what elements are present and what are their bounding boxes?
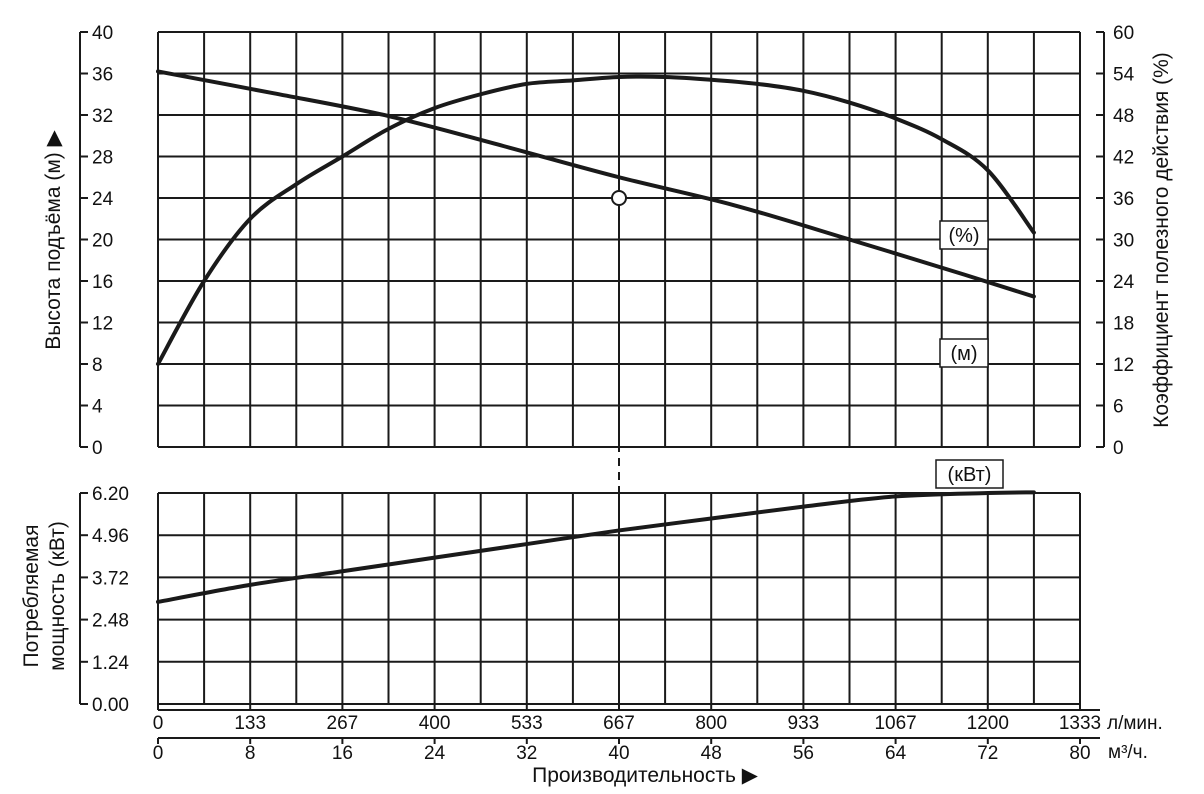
lpm-tick-label: 1333	[1059, 713, 1101, 734]
head-curve-tag-box	[939, 338, 989, 368]
lpm-tick-label: 133	[234, 713, 266, 734]
duty-point-marker	[611, 190, 627, 206]
m3h-tick-label: 16	[332, 743, 353, 764]
power-axis-title-line2: мощность (кВт)	[46, 521, 69, 671]
lpm-tick-label: 400	[419, 713, 451, 734]
power-curve-tag-box	[935, 459, 1004, 489]
head-tick-label: 36	[92, 65, 113, 86]
efficiency-tick-label: 24	[1113, 272, 1135, 293]
efficiency-curve-tag-box	[939, 220, 989, 250]
efficiency-tick-label: 42	[1113, 148, 1134, 169]
head-tick-label: 24	[92, 189, 114, 210]
left-axis-title: Высота подъёма (м) ▶	[42, 129, 65, 349]
head-tick-label: 4	[92, 397, 103, 418]
x-unit-lpm: л/мин.	[1107, 713, 1163, 734]
lpm-tick-label: 533	[511, 713, 543, 734]
m3h-tick-label: 32	[516, 743, 537, 764]
x-unit-m3h: м³/ч.	[1108, 742, 1148, 763]
m3h-tick-label: 48	[701, 743, 722, 764]
head-curve	[156, 69, 1036, 299]
efficiency-curve-tag: (%)	[948, 225, 979, 247]
head-tick-label: 12	[92, 314, 113, 335]
duty-point-markers	[162, 190, 627, 704]
lpm-tick-label: 0	[153, 713, 164, 734]
power-tick-label: 2.48	[92, 611, 129, 632]
series-tags: (м) (%) (кВт)	[935, 220, 1004, 489]
head-tick-label: 32	[92, 106, 113, 127]
lpm-tick-label: 1200	[967, 713, 1009, 734]
grid	[157, 31, 1081, 705]
lpm-tick-label: 267	[327, 713, 359, 734]
head-tick-label: 20	[92, 231, 113, 252]
power-tick-label: 6.20	[92, 484, 129, 505]
right-axis-title: Коэффициент полезного действия (%)	[1150, 52, 1173, 428]
m3h-tick-label: 80	[1069, 743, 1090, 764]
power-curve	[156, 490, 1036, 604]
efficiency-curve	[156, 74, 1036, 366]
efficiency-tick-label: 30	[1113, 231, 1134, 252]
power-curve-tag: (кВт)	[948, 464, 992, 486]
m3h-tick-label: 64	[885, 743, 907, 764]
efficiency-tick-label: 12	[1113, 355, 1134, 376]
lpm-tick-label: 933	[788, 713, 820, 734]
head-tick-label: 8	[92, 355, 103, 376]
efficiency-tick-label: 18	[1113, 314, 1134, 335]
head-curve-tag: (м)	[950, 343, 977, 365]
lpm-tick-label: 667	[603, 713, 635, 734]
m3h-tick-label: 0	[153, 743, 164, 764]
lpm-tick-label: 800	[695, 713, 727, 734]
power-tick-label: 4.96	[92, 526, 129, 547]
m3h-tick-label: 8	[245, 743, 256, 764]
head-tick-label: 0	[92, 438, 103, 459]
head-tick-label: 28	[92, 148, 113, 169]
power-tick-label: 0.00	[92, 695, 129, 716]
power-axis-title-line1: Потребляемая	[20, 525, 43, 668]
x-axis-title: Производительность ▶	[532, 764, 759, 787]
m3h-tick-label: 24	[424, 743, 446, 764]
head-tick-label: 40	[92, 23, 113, 44]
power-tick-label: 1.24	[92, 653, 129, 674]
efficiency-tick-label: 54	[1113, 65, 1135, 86]
lpm-tick-label: 1067	[874, 713, 916, 734]
tick-labels: 0481216202428323640061218243036424854600…	[92, 23, 1135, 764]
axes	[79, 31, 1105, 744]
curves	[156, 69, 1036, 604]
m3h-tick-label: 40	[608, 743, 629, 764]
head-tick-label: 16	[92, 272, 113, 293]
efficiency-tick-label: 60	[1113, 23, 1134, 44]
efficiency-tick-label: 36	[1113, 189, 1134, 210]
m3h-tick-label: 56	[793, 743, 814, 764]
m3h-tick-label: 72	[977, 743, 998, 764]
power-tick-label: 3.72	[92, 568, 129, 589]
efficiency-tick-label: 0	[1113, 438, 1124, 459]
efficiency-tick-label: 6	[1113, 397, 1124, 418]
efficiency-tick-label: 48	[1113, 106, 1134, 127]
